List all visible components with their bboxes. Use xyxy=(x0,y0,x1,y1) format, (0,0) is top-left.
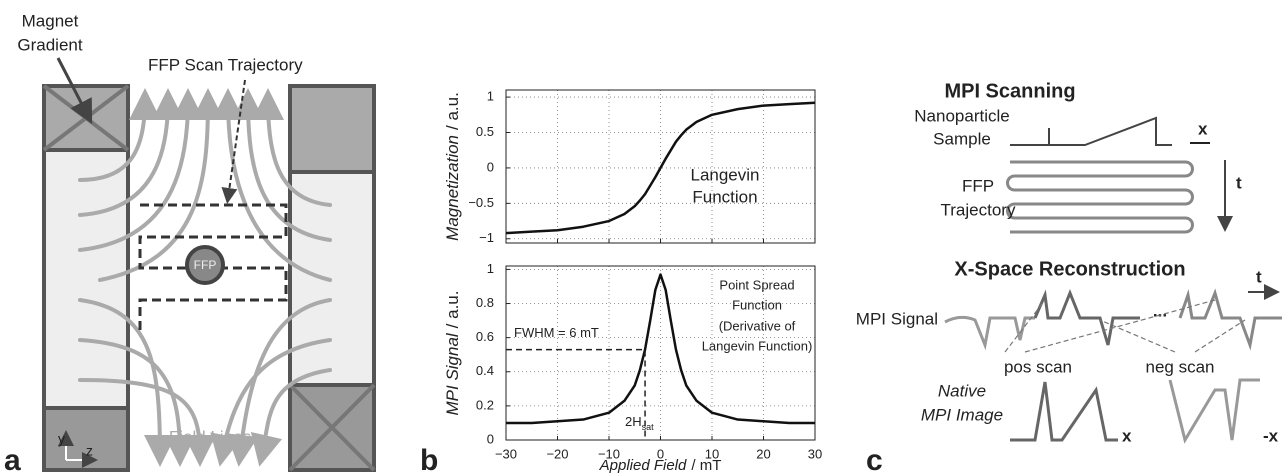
ellipsis: ... xyxy=(1153,301,1167,320)
ffp-label: FFP xyxy=(194,258,217,272)
axis-y-label: y xyxy=(58,431,65,447)
x-tick-label: −10 xyxy=(598,446,620,461)
y-tick-label: 0.6 xyxy=(476,329,494,344)
x-tick-label: 10 xyxy=(705,446,719,461)
arrow xyxy=(56,57,93,124)
x-label: x xyxy=(1198,119,1208,138)
leader-lines xyxy=(1004,299,1246,353)
hsat-subscript: sat xyxy=(642,422,655,432)
panel-b: 1 0.5 0 −0.5 −1 Magnetization / a.u. Langevin Fu… xyxy=(443,89,822,474)
hsat-label: 2H xyxy=(625,414,642,429)
y-axis-unit: / a.u. xyxy=(443,92,462,130)
x-tick-label: 30 xyxy=(808,446,822,461)
annotation: Function xyxy=(692,187,757,206)
annotation: Point Spread xyxy=(719,277,794,292)
y-tick-label: −0.5 xyxy=(468,195,494,210)
signal xyxy=(1178,288,1282,351)
annotation: Langevin xyxy=(690,165,759,184)
annotation: Function xyxy=(732,297,782,312)
x-axis-unit: / mT xyxy=(691,457,721,474)
panel-a: FFP Magnet Gradient FFP Scan Trajectory … xyxy=(4,11,376,476)
image-neg-x-label: -x xyxy=(1263,426,1279,445)
magnet-cross xyxy=(288,383,376,472)
sample-label: Sample xyxy=(933,129,991,148)
y-axis-unit: / a.u. xyxy=(443,290,462,328)
line-series xyxy=(506,273,815,425)
y-tick-label: −1 xyxy=(479,230,494,245)
panel-label: a xyxy=(4,444,21,476)
x-tick-label: 20 xyxy=(756,446,770,461)
native-image xyxy=(1168,378,1260,444)
fwhm-label: FWHM = 6 mT xyxy=(514,325,599,340)
x-tick-label: −30 xyxy=(495,446,517,461)
y-tick-label: 0.8 xyxy=(476,295,494,310)
arrow xyxy=(221,79,246,204)
y-tick-label: 0.4 xyxy=(476,363,494,378)
panel-c: MPI Scanning Nanoparticle Sample x FFP T… xyxy=(856,80,1282,476)
trajectory-label: FFP Scan Trajectory xyxy=(148,55,303,74)
line-series xyxy=(505,101,816,235)
x-axis-label: Applied Field / mT xyxy=(599,457,722,474)
axis-z-label: z xyxy=(86,443,93,459)
native-image xyxy=(1010,381,1118,442)
y-axis-label: MPI Signal xyxy=(443,332,462,415)
ffp-point xyxy=(185,245,225,285)
ffp-trajectory xyxy=(1006,160,1194,234)
y-axis-label: Magnetization xyxy=(443,135,462,241)
x-axis-label: Applied Field xyxy=(599,457,687,474)
neg-scan-label: neg scan xyxy=(1146,357,1215,376)
scan-trajectory xyxy=(138,203,288,330)
annotation: Langevin Function) xyxy=(702,338,813,353)
sample-label: Nanoparticle xyxy=(914,106,1009,125)
x-tick-label: −20 xyxy=(546,446,568,461)
t-label: t xyxy=(1256,267,1262,286)
section-title: MPI Scanning xyxy=(944,80,1075,102)
y-axis-label: Magnetization / a.u. xyxy=(443,92,462,241)
y-axis-label: MPI Signal / a.u. xyxy=(443,290,462,415)
signal-label: MPI Signal xyxy=(856,309,938,328)
pos-scan-label: pos scan xyxy=(1004,357,1072,376)
field-lines-label: Field Lines xyxy=(169,427,251,446)
y-tick-label: 1 xyxy=(487,89,494,104)
plot-frame xyxy=(505,89,816,244)
y-tick-label: 0.2 xyxy=(476,397,494,412)
signal xyxy=(1033,288,1140,346)
trajectory-label: FFP xyxy=(962,176,994,195)
image-x-label: x xyxy=(1122,426,1132,445)
panel-label: b xyxy=(420,444,438,476)
y-tick-label: 0 xyxy=(487,159,494,174)
t-label: t xyxy=(1236,173,1242,192)
signal xyxy=(944,315,1035,351)
x-tick-label: 0 xyxy=(657,446,664,461)
field-lines xyxy=(78,88,332,467)
y-tick-label: 0 xyxy=(487,431,494,446)
section-title: X-Space Reconstruction xyxy=(954,258,1185,280)
magnet-block xyxy=(288,84,376,174)
plot-frame xyxy=(505,265,816,441)
magnet-label: Magnet xyxy=(22,11,79,30)
y-tick-label: 1 xyxy=(487,261,494,276)
magnet-label: Gradient xyxy=(17,35,82,54)
trajectory-label: Trajectory xyxy=(941,200,1016,219)
panel-label: c xyxy=(866,444,883,476)
image-label: MPI Image xyxy=(921,405,1003,424)
image-label: Native xyxy=(938,381,986,400)
hsat-label: 2Hsat xyxy=(625,414,654,432)
sample-profile xyxy=(1010,116,1172,146)
annotation: (Derivative of xyxy=(719,318,796,333)
y-tick-label: 0.5 xyxy=(476,124,494,139)
